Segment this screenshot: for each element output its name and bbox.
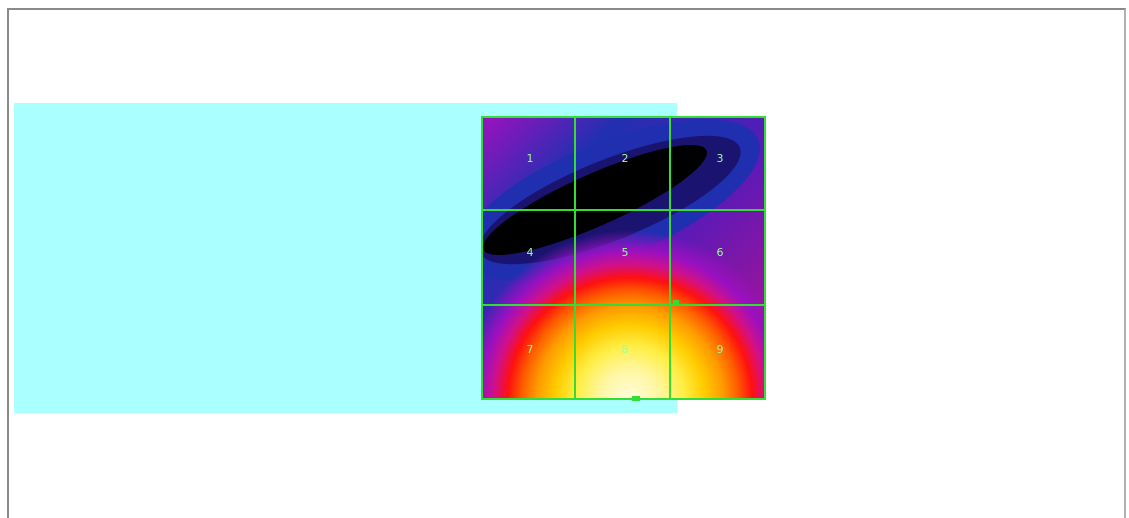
grid-node-handle[interactable] bbox=[632, 396, 640, 401]
grid-cell-1-label: 1 bbox=[527, 152, 534, 165]
grid-cell-6-label: 6 bbox=[717, 246, 724, 259]
grid-node-handle[interactable] bbox=[673, 300, 679, 306]
grid-cell-7-label: 7 bbox=[527, 343, 534, 356]
grid-cell-5-label: 5 bbox=[622, 246, 629, 259]
grid-cell-9-label: 9 bbox=[717, 343, 724, 356]
grid-cell-2-label: 2 bbox=[622, 152, 629, 165]
grid-cell-3-label: 3 bbox=[717, 152, 724, 165]
grid-cell-4-label: 4 bbox=[527, 246, 534, 259]
grid-cell-8-label: 8 bbox=[622, 343, 629, 356]
heatmap-grid[interactable]: 1 2 3 4 5 6 7 8 9 bbox=[480, 115, 767, 401]
grid-border bbox=[481, 116, 766, 400]
heatmap-image bbox=[482, 117, 765, 399]
